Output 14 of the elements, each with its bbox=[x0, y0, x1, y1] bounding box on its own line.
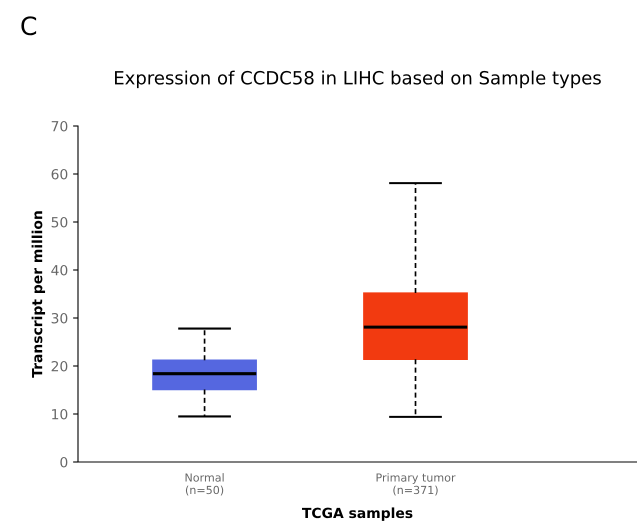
y-tick-label: 50 bbox=[52, 216, 68, 228]
y-tick-label: 40 bbox=[51, 264, 68, 276]
x-tick-label: Primary tumor (n=371) bbox=[376, 473, 456, 496]
text: C bbox=[21, 16, 36, 36]
x-tick-label: Normal (n=50) bbox=[186, 473, 224, 496]
y-tick-label: 70 bbox=[52, 120, 68, 132]
y-axis-title: Transcript per million bbox=[32, 211, 46, 378]
chart-title: Expression of CCDC58 in LIHC based on Sample types bbox=[115, 70, 601, 88]
y-tick-label: 60 bbox=[52, 168, 68, 180]
y-tick-label: 30 bbox=[52, 312, 68, 324]
y-tick-label: 20 bbox=[52, 360, 68, 372]
x-axis-title: TCGA samples bbox=[302, 507, 412, 521]
y-tick-label: 10 bbox=[52, 408, 68, 420]
y-tick-label: 0 bbox=[60, 456, 68, 468]
